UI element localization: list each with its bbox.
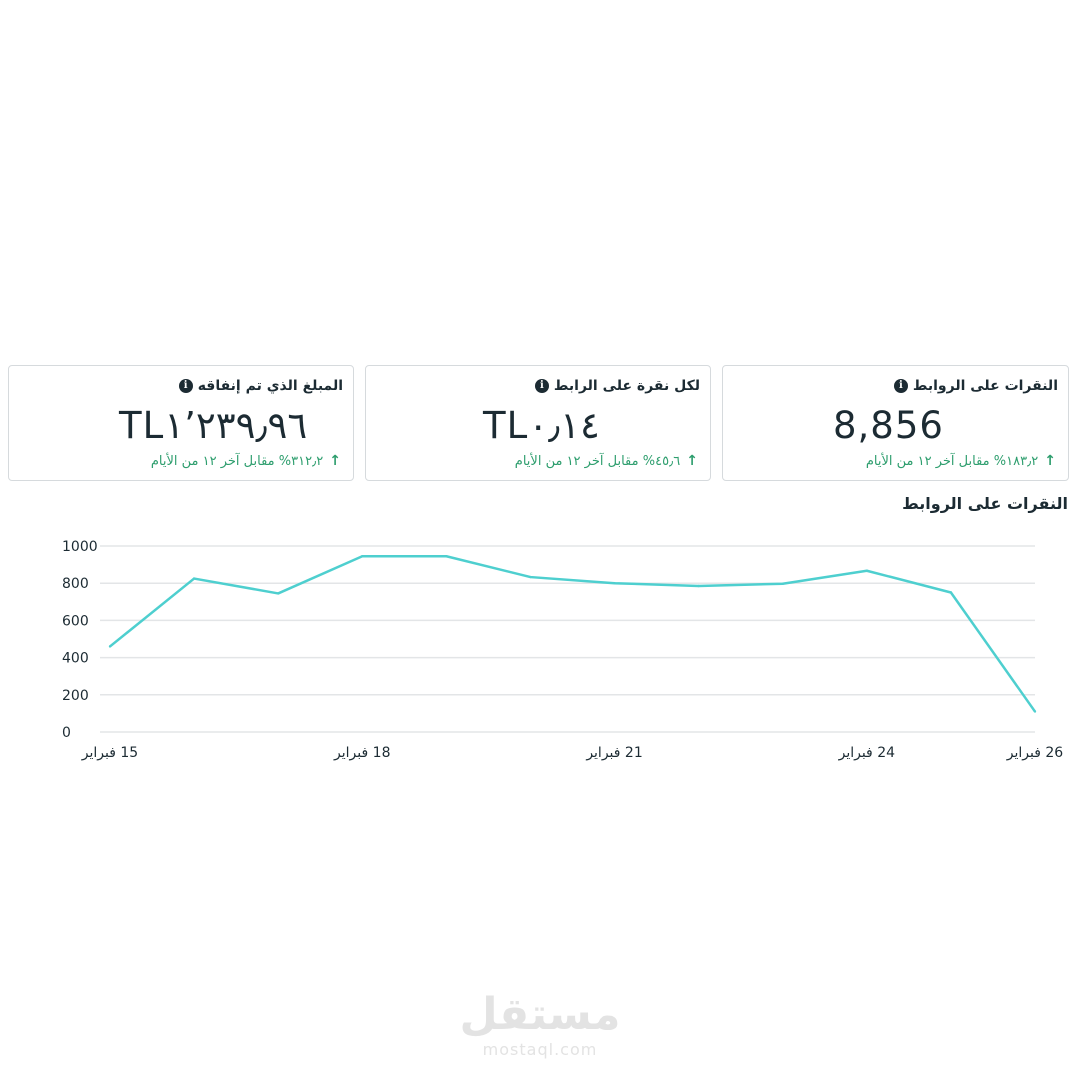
change-text: ٣١٢٫٢% مقابل آخر ١٢ من الأيام: [150, 453, 324, 469]
card-change: ↑ ٤٥٫٦% مقابل آخر ١٢ من الأيام: [515, 453, 698, 469]
metric-card-cost-per-click[interactable]: لكل نقرة على الرابط i TL٠٫١٤ ↑ ٤٥٫٦% مقا…: [365, 365, 711, 481]
change-text: ١٨٣٫٢% مقابل آخر ١٢ من الأيام: [865, 453, 1039, 469]
card-title: النقرات على الروابط i: [893, 378, 1058, 394]
x-tick-label: 24 فبراير: [838, 745, 896, 761]
series-line: [109, 554, 1037, 713]
y-tick-label: 0: [62, 725, 71, 741]
data-point: [361, 555, 364, 558]
y-tick-label: 400: [62, 651, 89, 667]
data-point: [529, 575, 532, 579]
info-icon[interactable]: i: [534, 379, 549, 393]
data-point: [613, 582, 616, 585]
data-point: [949, 591, 953, 594]
card-change: ↑ ١٨٣٫٢% مقابل آخر ١٢ من الأيام: [866, 453, 1056, 469]
y-tick-label: 800: [62, 576, 89, 592]
data-point: [445, 555, 448, 558]
change-text: ٤٥٫٦% مقابل آخر ١٢ من الأيام: [514, 453, 681, 469]
link-clicks-line-chart[interactable]: 0 200 400 600 800 1000 15 فبراير 18 فبراير 21 فب…: [0, 520, 1080, 780]
y-tick-label: 600: [62, 613, 89, 629]
info-icon[interactable]: i: [893, 379, 908, 393]
watermark-logo: مستقل mostaql.com: [440, 990, 640, 1060]
card-value: 8,856: [833, 404, 944, 447]
x-tick-label: 18 فبراير: [333, 745, 390, 761]
data-point: [192, 577, 196, 580]
card-title-text: المبلغ الذي تم إنفاقه: [197, 378, 343, 394]
arrow-up-icon: ↑: [1044, 453, 1056, 469]
data-point: [276, 592, 280, 595]
card-title: لكل نقرة على الرابط i: [534, 378, 700, 394]
x-tick-label: 15 فبراير: [81, 745, 138, 761]
arrow-up-icon: ↑: [686, 453, 698, 469]
y-tick-label: 200: [62, 688, 89, 704]
x-tick-label: 21 فبراير: [585, 745, 642, 761]
data-point: [1033, 710, 1037, 713]
card-change: ↑ ٣١٢٫٢% مقابل آخر ١٢ من الأيام: [151, 453, 341, 469]
metric-card-amount-spent[interactable]: المبلغ الذي تم إنفاقه i TL١٬٢٣٩٫٩٦ ↑ ٣١٢…: [8, 365, 354, 481]
card-value: TL٠٫١٤: [483, 404, 600, 447]
watermark-arabic: مستقل: [459, 989, 621, 1040]
card-value: TL١٬٢٣٩٫٩٦: [119, 404, 308, 447]
metric-card-link-clicks[interactable]: النقرات على الروابط i 8,856 ↑ ١٨٣٫٢% مقا…: [722, 365, 1069, 481]
x-tick-label: 26 فبراير: [1006, 745, 1064, 761]
watermark-latin: mostaql.com: [482, 1040, 598, 1059]
info-icon[interactable]: i: [178, 379, 193, 393]
card-title-text: النقرات على الروابط: [912, 378, 1058, 394]
card-title: المبلغ الذي تم إنفاقه i: [178, 378, 343, 394]
data-point: [697, 584, 700, 588]
data-point: [108, 645, 112, 648]
card-title-text: لكل نقرة على الرابط: [553, 378, 700, 394]
data-point: [865, 569, 869, 572]
data-point: [781, 582, 784, 585]
arrow-up-icon: ↑: [329, 453, 341, 469]
chart-title: النقرات على الروابط: [902, 494, 1068, 513]
y-tick-label: 1000: [62, 539, 98, 555]
